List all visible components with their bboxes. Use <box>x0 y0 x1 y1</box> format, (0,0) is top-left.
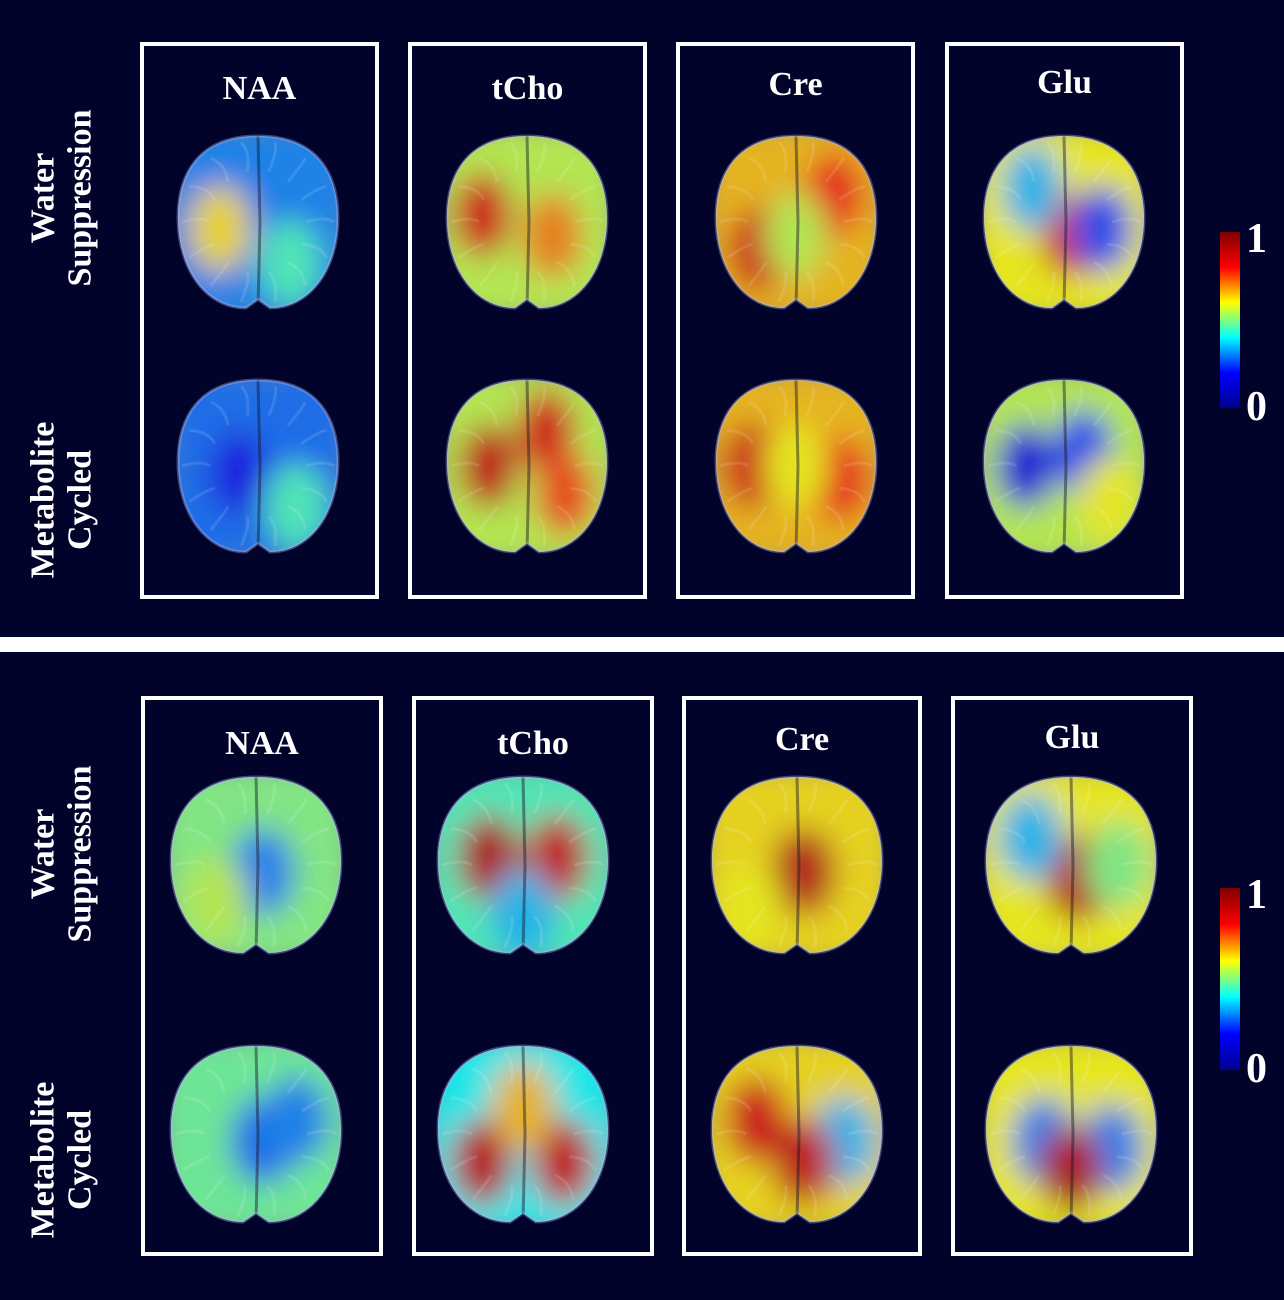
metabolite-title: tCho <box>491 70 564 107</box>
metabolite-box-tcho: tCho <box>408 42 647 599</box>
row-label-metabolite-cycled: Metabolite Cycled <box>25 1082 100 1239</box>
brain-map-naa-metabolite <box>176 378 340 554</box>
brain-map-tcho-water <box>445 134 609 310</box>
row-label-line: Water <box>24 152 62 244</box>
top-panel: Water Suppression Metabolite Cycled NAA … <box>0 0 1284 637</box>
row-label-water-suppression: Water Suppression <box>25 109 100 286</box>
brain-map-tcho-metabolite <box>445 378 609 554</box>
colorbar-min-label: 0 <box>1246 1046 1267 1092</box>
metabolite-box-glu: Glu <box>945 42 1184 599</box>
metabolite-box-cre: Cre <box>676 42 915 599</box>
brain-map-naa-water <box>176 134 340 310</box>
metabolite-box-tcho: tCho <box>412 696 654 1256</box>
metabolite-title: NAA <box>222 70 297 107</box>
metabolite-title: NAA <box>225 725 299 762</box>
brain-map-cre-water <box>714 134 878 310</box>
metabolite-title: Cre <box>774 721 830 758</box>
row-label-line: Suppression <box>62 765 99 943</box>
brain-map-glu-water <box>984 775 1158 955</box>
brain-map-tcho-water <box>436 775 610 955</box>
metabolite-title: Glu <box>1044 719 1100 756</box>
row-label-line: Water <box>24 808 62 900</box>
colorbar-top <box>1220 232 1240 408</box>
colorbar-bottom <box>1220 888 1240 1070</box>
row-label-line: Metabolite <box>24 421 62 579</box>
brain-map-glu-water <box>982 134 1146 310</box>
row-label-line: Metabolite <box>24 1081 62 1239</box>
row-label-line: Suppression <box>62 109 99 287</box>
brain-map-naa-metabolite <box>169 1044 343 1224</box>
metabolite-box-glu: Glu <box>951 696 1193 1256</box>
metabolite-title: Glu <box>1037 64 1092 101</box>
metabolite-title: Cre <box>768 66 823 103</box>
brain-map-cre-metabolite <box>710 1044 884 1224</box>
brain-map-glu-metabolite <box>984 1044 1158 1224</box>
metabolite-box-naa: NAA <box>141 696 383 1256</box>
bottom-panel: Water Suppression Metabolite Cycled NAA … <box>0 652 1284 1300</box>
brain-map-naa-water <box>169 775 343 955</box>
brain-map-cre-water <box>710 775 884 955</box>
row-label-metabolite-cycled: Metabolite Cycled <box>25 422 100 579</box>
metabolite-box-naa: NAA <box>140 42 379 599</box>
row-label-line: Cycled <box>62 1109 99 1211</box>
colorbar-min-label: 0 <box>1246 384 1267 430</box>
row-label-line: Cycled <box>62 449 99 551</box>
metabolite-title: tCho <box>497 725 569 762</box>
brain-map-glu-metabolite <box>982 378 1146 554</box>
metabolite-box-cre: Cre <box>682 696 922 1256</box>
brain-map-tcho-metabolite <box>436 1044 610 1224</box>
colorbar-max-label: 1 <box>1246 216 1267 262</box>
row-label-water-suppression: Water Suppression <box>25 765 100 942</box>
colorbar-max-label: 1 <box>1246 872 1267 918</box>
brain-map-cre-metabolite <box>714 378 878 554</box>
